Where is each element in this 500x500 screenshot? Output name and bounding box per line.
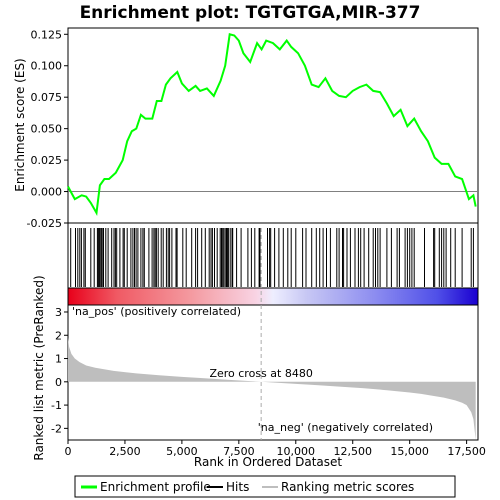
x-tick-label: 7,500: [223, 445, 255, 458]
metric-y-tick-label: -2: [51, 422, 62, 435]
es-y-tick-label: 0.125: [31, 28, 63, 41]
legend-hits-label: Hits: [226, 480, 249, 494]
ranking-heat-bar: [67, 287, 479, 306]
metric-plot-area: [67, 304, 479, 441]
metric-y-tick-label: 3: [55, 306, 62, 319]
es-y-ticks: -0.025 0.000 0.025 0.050 0.075 0.100 0.125: [27, 28, 68, 230]
hits-group: [70, 228, 474, 287]
es-y-axis-title: Enrichment score (ES): [13, 58, 27, 191]
metric-y-tick-label: 0: [55, 376, 62, 389]
es-y-tick-label: 0.100: [31, 60, 63, 73]
x-tick-label: 0: [65, 445, 72, 458]
ranking-metric-area: [68, 337, 476, 440]
zero-cross-label: Zero cross at 8480: [209, 367, 312, 380]
positive-correlation-label: 'na_pos' (positively correlated): [72, 305, 241, 318]
es-y-tick-label: 0.000: [31, 186, 63, 199]
metric-y-tick-label: 1: [55, 353, 62, 366]
legend-enrichment-label: Enrichment profile: [100, 480, 211, 494]
es-y-tick-label: 0.050: [31, 123, 63, 136]
metric-y-axis-title: Ranked list metric (PreRanked): [32, 275, 46, 460]
x-tick-label: 10,000: [277, 445, 316, 458]
metric-y-tick-label: 2: [55, 329, 62, 342]
es-panel: -0.025 0.000 0.025 0.050 0.075 0.100 0.125 Enr…: [13, 27, 479, 230]
es-y-tick-label: -0.025: [27, 217, 62, 230]
legend: Enrichment profile Hits Ranking metric s…: [74, 475, 456, 498]
x-axis-title: Rank in Ordered Dataset: [194, 455, 342, 469]
enrichment-profile-line: [67, 33, 477, 217]
es-plot-area: [67, 27, 479, 224]
hits-panel: [67, 222, 479, 289]
x-axis-ticks: 0 2,500 5,000 7,500 10,000 12,500 15,000 17,500: [65, 440, 486, 458]
x-tick-label: 17,500: [447, 445, 486, 458]
es-y-tick-label: 0.025: [31, 154, 63, 167]
chart-title: Enrichment plot: TGTGTGA,MIR-377: [80, 3, 421, 23]
metric-panel: Zero cross at 8480 'na_pos' (positively …: [32, 228, 486, 469]
x-tick-label: 12,500: [333, 445, 372, 458]
hits-area: [67, 222, 479, 289]
x-tick-label: 15,000: [390, 445, 429, 458]
x-tick-label: 2,500: [109, 445, 141, 458]
x-tick-label: 5,000: [166, 445, 198, 458]
es-y-tick-label: 0.075: [31, 91, 63, 104]
legend-metric-label: Ranking metric scores: [281, 480, 414, 494]
metric-y-ticks: -2 -1 0 1 2 3: [51, 306, 68, 435]
metric-y-tick-label: -1: [51, 399, 62, 412]
negative-correlation-label: 'na_neg' (negatively correlated): [258, 421, 433, 434]
